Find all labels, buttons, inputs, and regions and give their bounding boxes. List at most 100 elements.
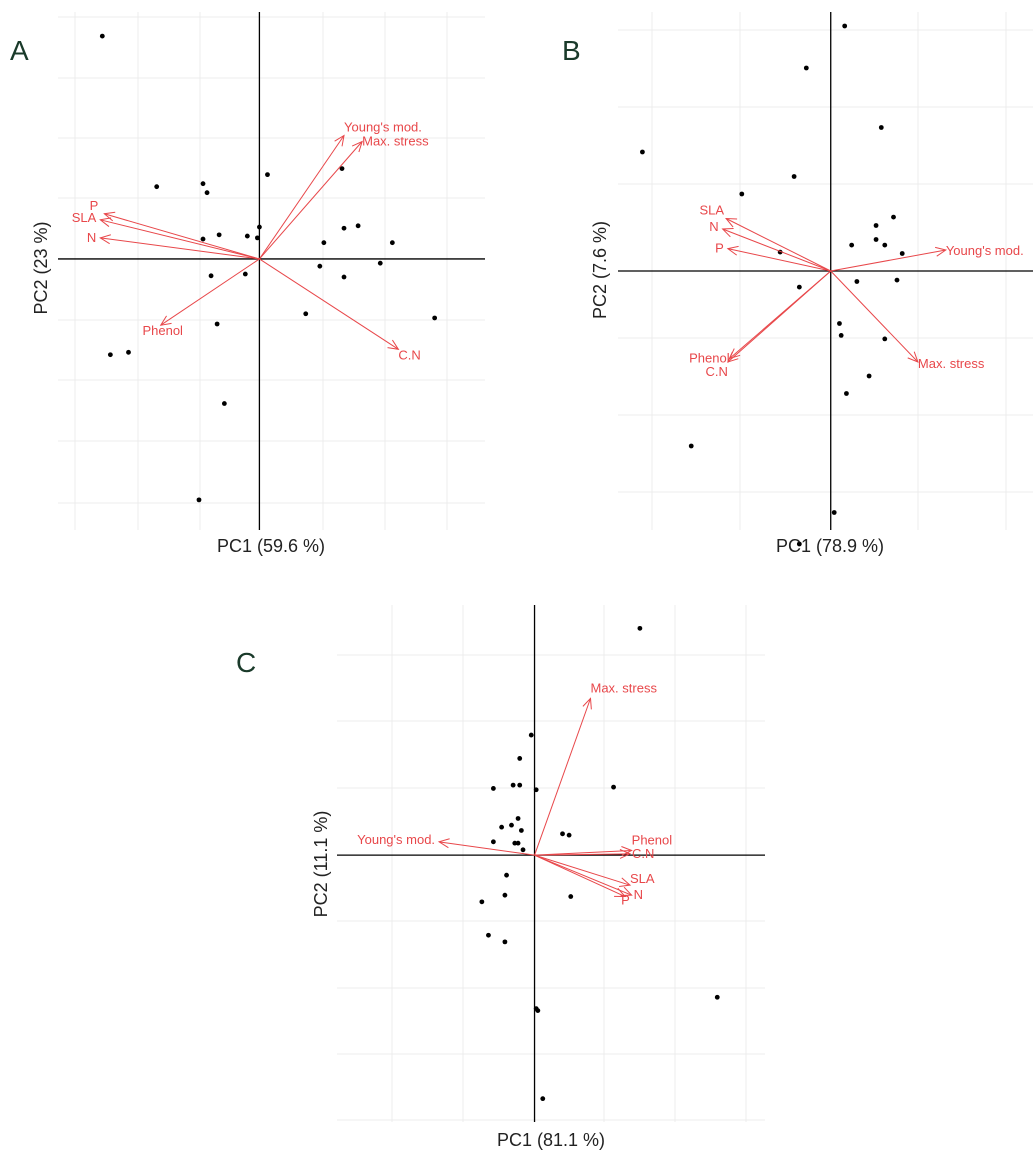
- vector-label: SLA: [700, 203, 725, 218]
- data-point: [107, 352, 113, 358]
- vector-label: C.N: [632, 846, 654, 861]
- data-point: [560, 831, 565, 837]
- data-point: [714, 994, 720, 1000]
- loading-vector: Phenol: [142, 258, 260, 338]
- data-point: [341, 225, 347, 231]
- data-point: [528, 732, 534, 738]
- data-point: [854, 279, 860, 284]
- data-point: [317, 263, 323, 269]
- data-point: [518, 828, 524, 833]
- data-point: [611, 784, 616, 790]
- vector-label: N: [87, 230, 96, 245]
- data-point: [341, 274, 347, 280]
- x-axis-title: PC1 (81.1 %): [497, 1130, 605, 1150]
- data-point: [126, 349, 131, 355]
- data-point: [849, 242, 855, 248]
- loading-vector: Phenol: [689, 270, 832, 366]
- loading-arrow: [534, 853, 631, 856]
- loading-vector: N: [709, 219, 831, 272]
- x-axis-title: PC1 (78.9 %): [776, 536, 884, 556]
- arrowhead: [159, 315, 172, 326]
- loading-arrow: [100, 237, 260, 260]
- data-point: [796, 541, 802, 547]
- data-point: [99, 33, 105, 39]
- data-point: [515, 816, 521, 821]
- arrowhead: [619, 849, 632, 859]
- data-point: [568, 894, 574, 899]
- data-point: [837, 321, 842, 326]
- loading-arrow: [534, 854, 631, 886]
- data-point: [490, 786, 496, 791]
- data-point: [221, 401, 227, 406]
- data-point: [640, 149, 645, 155]
- loading-arrow: [104, 213, 260, 260]
- loading-vector: SLA: [534, 854, 655, 887]
- loading-arrow: [725, 218, 831, 272]
- data-point: [200, 181, 206, 187]
- data-point: [510, 782, 516, 788]
- vector-label: Young's mod.: [946, 243, 1024, 258]
- data-point: [502, 939, 508, 945]
- data-point: [377, 260, 383, 266]
- data-point: [842, 23, 848, 29]
- arrowhead: [437, 838, 450, 849]
- data-point: [244, 233, 250, 239]
- arrowhead: [614, 887, 627, 898]
- data-point: [688, 443, 694, 449]
- vector-label: SLA: [630, 871, 655, 886]
- data-point: [791, 174, 797, 179]
- arrowhead: [99, 217, 112, 227]
- data-point: [831, 510, 837, 515]
- data-point: [873, 223, 879, 228]
- arrowhead: [99, 234, 111, 245]
- arrowhead: [726, 351, 739, 363]
- vector-label: Max. stress: [918, 356, 985, 371]
- data-point: [265, 172, 270, 178]
- y-axis-title: PC2 (11.1 %): [311, 811, 331, 918]
- loading-arrow: [830, 249, 946, 272]
- arrowhead: [582, 697, 592, 710]
- data-point: [873, 237, 879, 242]
- data-point: [389, 240, 395, 246]
- loading-vector: C.N: [705, 270, 832, 379]
- arrowhead: [726, 245, 739, 256]
- vector-label: Max. stress: [591, 680, 658, 695]
- data-point: [739, 191, 745, 197]
- loading-vector: Max. stress: [830, 270, 985, 371]
- vector-label: P: [90, 198, 99, 213]
- vector-label: P: [715, 241, 724, 256]
- data-point: [878, 125, 884, 130]
- data-point: [321, 240, 327, 246]
- data-point: [242, 271, 248, 277]
- loading-arrow: [534, 854, 632, 896]
- arrowhead: [935, 246, 948, 257]
- data-point: [520, 847, 526, 853]
- loading-arrow: [100, 219, 260, 260]
- loading-arrow: [830, 270, 919, 363]
- data-point: [257, 224, 262, 230]
- loading-vector: C.N: [259, 258, 421, 362]
- vector-label: Phenol: [632, 832, 673, 847]
- data-point: [490, 839, 496, 845]
- panel-label: A: [10, 35, 29, 66]
- loading-arrow: [534, 849, 632, 856]
- data-point: [535, 1008, 541, 1013]
- loading-arrow: [259, 141, 363, 260]
- loading-vector: C.N: [534, 846, 654, 861]
- arrowhead: [619, 877, 632, 887]
- data-point: [303, 311, 309, 317]
- data-point: [196, 497, 202, 503]
- vector-label: C.N: [705, 364, 727, 379]
- data-point: [355, 223, 361, 229]
- vector-label: Young's mod.: [344, 119, 422, 134]
- vector-label: N: [634, 887, 643, 902]
- loading-arrow: [259, 258, 399, 350]
- data-point: [533, 787, 539, 793]
- vector-label: C.N: [398, 347, 420, 362]
- arrowhead: [721, 227, 734, 238]
- data-point: [509, 822, 514, 828]
- arrowhead: [387, 339, 400, 350]
- loading-vector: SLA: [72, 210, 260, 260]
